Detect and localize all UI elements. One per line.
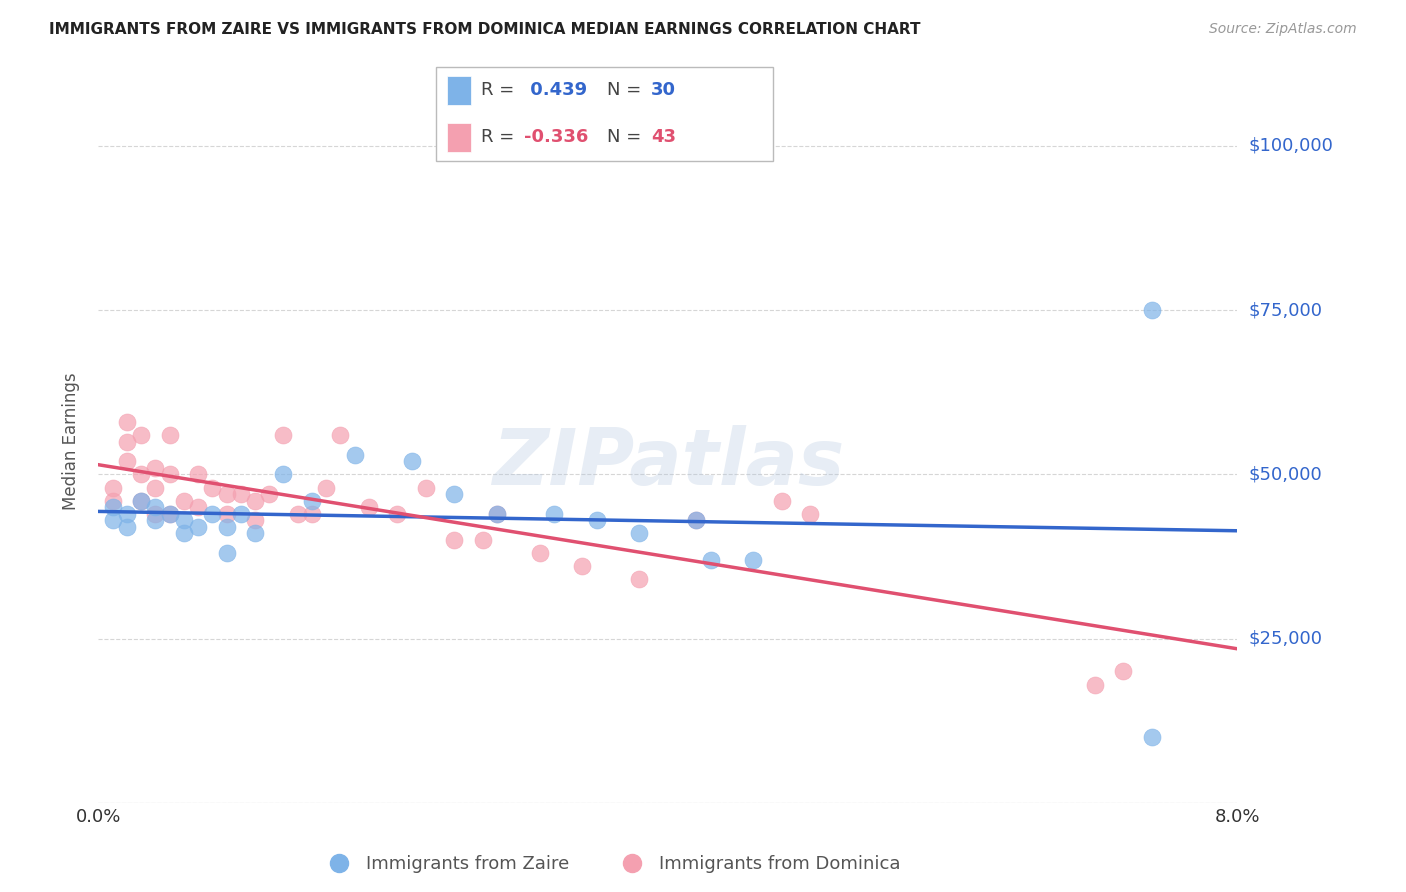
- Text: $100,000: $100,000: [1249, 137, 1333, 155]
- Point: [486, 507, 509, 521]
- Point: [115, 415, 138, 429]
- Point: [273, 428, 295, 442]
- Point: [115, 520, 138, 534]
- Point: [799, 507, 821, 521]
- Text: $75,000: $75,000: [1249, 301, 1323, 319]
- Point: [201, 481, 224, 495]
- Point: [115, 454, 138, 468]
- Point: [343, 448, 366, 462]
- Point: [1112, 665, 1135, 679]
- Point: [215, 487, 238, 501]
- Point: [145, 481, 167, 495]
- Point: [115, 507, 138, 521]
- Point: [443, 487, 465, 501]
- Point: [571, 559, 593, 574]
- Text: $25,000: $25,000: [1249, 630, 1323, 648]
- Text: R =: R =: [481, 128, 515, 146]
- Point: [628, 526, 651, 541]
- Point: [770, 493, 793, 508]
- Point: [215, 520, 238, 534]
- Point: [187, 467, 209, 482]
- Text: IMMIGRANTS FROM ZAIRE VS IMMIGRANTS FROM DOMINICA MEDIAN EARNINGS CORRELATION CH: IMMIGRANTS FROM ZAIRE VS IMMIGRANTS FROM…: [49, 22, 921, 37]
- Text: ZIPatlas: ZIPatlas: [492, 425, 844, 501]
- Point: [173, 526, 195, 541]
- Point: [145, 460, 167, 475]
- Point: [357, 500, 380, 515]
- Point: [243, 513, 266, 527]
- Point: [215, 546, 238, 560]
- Point: [229, 487, 252, 501]
- Point: [585, 513, 607, 527]
- Point: [401, 454, 423, 468]
- Point: [101, 513, 124, 527]
- Point: [1140, 730, 1163, 744]
- Point: [159, 428, 181, 442]
- Point: [301, 493, 323, 508]
- Text: N =: N =: [607, 81, 641, 99]
- Point: [243, 526, 266, 541]
- Point: [486, 507, 509, 521]
- Point: [145, 513, 167, 527]
- Point: [287, 507, 309, 521]
- Point: [699, 553, 721, 567]
- Point: [129, 467, 152, 482]
- Point: [187, 520, 209, 534]
- Point: [415, 481, 437, 495]
- Point: [1084, 677, 1107, 691]
- Point: [159, 467, 181, 482]
- Point: [529, 546, 551, 560]
- Point: [259, 487, 281, 501]
- Point: [628, 573, 651, 587]
- Point: [471, 533, 494, 547]
- Point: [145, 500, 167, 515]
- Point: [301, 507, 323, 521]
- Point: [173, 513, 195, 527]
- Point: [101, 500, 124, 515]
- Y-axis label: Median Earnings: Median Earnings: [62, 373, 80, 510]
- Text: Source: ZipAtlas.com: Source: ZipAtlas.com: [1209, 22, 1357, 37]
- Point: [685, 513, 707, 527]
- Point: [215, 507, 238, 521]
- Point: [145, 507, 167, 521]
- Text: N =: N =: [607, 128, 641, 146]
- Point: [543, 507, 565, 521]
- Text: 43: 43: [651, 128, 676, 146]
- Point: [742, 553, 765, 567]
- Point: [187, 500, 209, 515]
- Text: $50,000: $50,000: [1249, 466, 1322, 483]
- Text: -0.336: -0.336: [524, 128, 589, 146]
- Point: [129, 493, 152, 508]
- Text: 30: 30: [651, 81, 676, 99]
- Point: [159, 507, 181, 521]
- Point: [229, 507, 252, 521]
- Point: [201, 507, 224, 521]
- Point: [243, 493, 266, 508]
- Point: [387, 507, 409, 521]
- Legend: Immigrants from Zaire, Immigrants from Dominica: Immigrants from Zaire, Immigrants from D…: [314, 848, 908, 880]
- Point: [129, 428, 152, 442]
- Point: [173, 493, 195, 508]
- Point: [443, 533, 465, 547]
- Point: [101, 481, 124, 495]
- Point: [315, 481, 337, 495]
- Point: [115, 434, 138, 449]
- Text: R =: R =: [481, 81, 515, 99]
- Point: [129, 493, 152, 508]
- Point: [329, 428, 352, 442]
- Point: [685, 513, 707, 527]
- Point: [159, 507, 181, 521]
- Point: [1140, 303, 1163, 318]
- Text: 0.439: 0.439: [524, 81, 588, 99]
- Point: [273, 467, 295, 482]
- Point: [101, 493, 124, 508]
